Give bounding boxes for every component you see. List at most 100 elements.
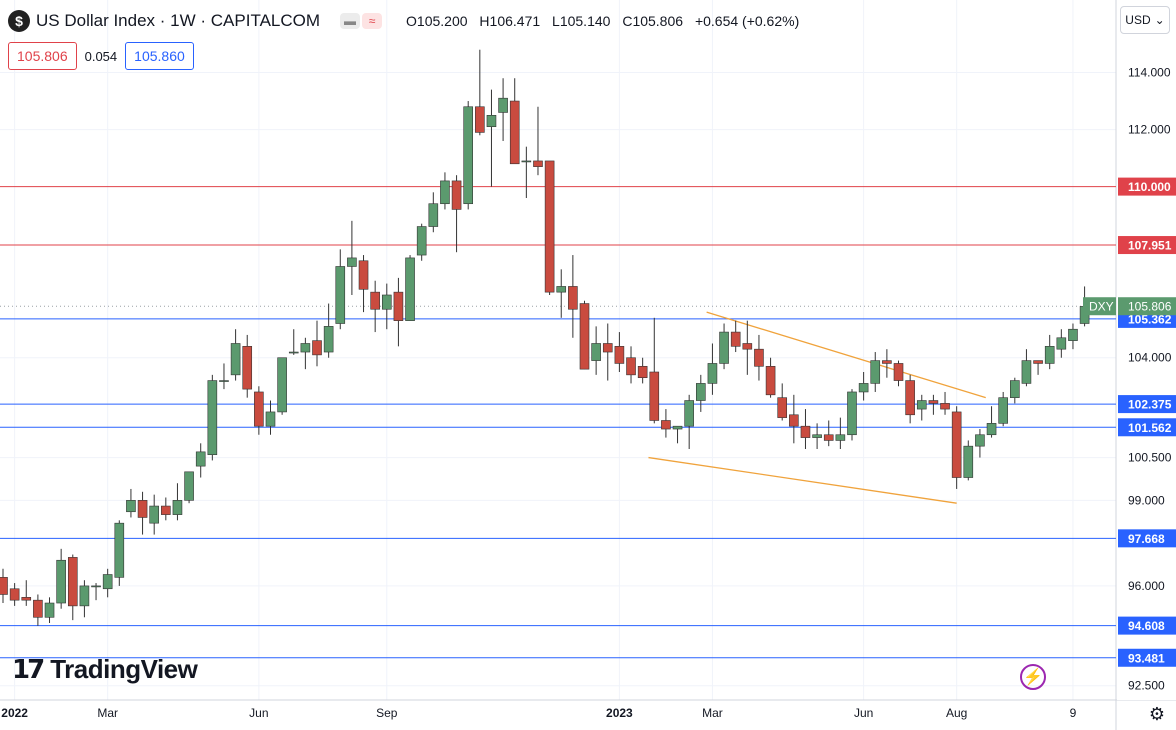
candle-up — [335, 266, 346, 324]
candle-up — [440, 180, 450, 205]
candle-down — [21, 597, 32, 601]
x-tick-label: 2023 — [606, 706, 633, 720]
level-label: 105.362 — [1128, 312, 1172, 326]
candle-down — [614, 346, 625, 364]
spread-value: 0.054 — [84, 48, 118, 64]
level-label-box — [1118, 616, 1176, 635]
candle-down — [754, 348, 764, 367]
tradingview-logo[interactable]: 17 TradingView — [12, 654, 198, 685]
candle-down — [533, 160, 543, 167]
candle-down — [33, 599, 43, 618]
chart-header: $ US Dollar Index · 1W · CAPITALCOM ▬ ≈ O… — [8, 8, 799, 34]
candle-down — [626, 357, 636, 376]
candle-down — [1033, 360, 1043, 364]
buy-button[interactable]: 105.860 — [125, 42, 194, 70]
candle-down — [637, 365, 648, 379]
candle-down — [544, 160, 555, 293]
level-label-box — [1118, 529, 1176, 548]
candle-up — [975, 434, 985, 447]
currency-selector[interactable]: USD ⌄ — [1120, 6, 1170, 34]
level-label: 101.562 — [1128, 421, 1172, 435]
minus-icon[interactable]: ▬ — [340, 13, 361, 29]
candle-down — [312, 340, 322, 356]
candle-down — [67, 557, 78, 607]
candle-up — [416, 226, 427, 256]
y-tick-label: 99.000 — [1128, 493, 1165, 507]
candle-down — [0, 577, 8, 595]
candle-up — [405, 257, 415, 321]
symbol-title[interactable]: US Dollar Index · 1W · CAPITALCOM — [36, 11, 321, 30]
tradingview-mark-icon: 17 — [12, 654, 45, 685]
candle-up — [870, 360, 881, 384]
candle-down — [451, 180, 462, 210]
candle-up — [102, 574, 113, 590]
last-price-box — [1118, 297, 1176, 316]
candle-up — [265, 411, 276, 427]
level-label: 102.375 — [1128, 398, 1172, 412]
level-label: 93.481 — [1128, 651, 1165, 665]
chart-type-toggle[interactable]: ▬ ≈ — [340, 13, 383, 29]
candle-up — [684, 400, 694, 427]
candle-up — [521, 160, 532, 163]
candle-down — [568, 286, 578, 310]
candle-down — [9, 588, 20, 601]
change-value: +0.654 (+0.62%) — [694, 13, 800, 29]
candle-down — [370, 291, 380, 310]
candle-up — [672, 425, 683, 430]
gear-icon[interactable]: ⚙ — [1148, 703, 1166, 724]
x-tick-label: 9 — [1070, 706, 1077, 720]
sell-button[interactable]: 105.806 — [8, 42, 77, 70]
x-tick-label: 2022 — [1, 706, 28, 720]
candle-up — [695, 383, 706, 401]
candle-down — [777, 397, 788, 418]
ohlc-readout: O105.200 H106.471 L105.140 C105.806 +0.6… — [406, 13, 799, 29]
candle-up — [1021, 360, 1032, 384]
x-tick-label: Jun — [249, 706, 268, 720]
candle-up — [172, 500, 183, 515]
candle-down — [940, 403, 950, 410]
candle-up — [114, 522, 125, 578]
dxy-tag-box — [1083, 297, 1116, 316]
candle-down — [161, 505, 171, 515]
dollar-sign-icon[interactable]: $ — [8, 10, 30, 32]
x-tick-label: Sep — [376, 706, 398, 720]
candle-up — [986, 423, 997, 436]
candle-up — [288, 351, 299, 354]
candle-up — [847, 391, 857, 436]
x-tick-label: Mar — [702, 706, 723, 720]
x-tick-label: Jun — [854, 706, 873, 720]
candle-up — [498, 97, 508, 113]
candle-up — [963, 445, 974, 478]
level-label: 110.000 — [1128, 180, 1171, 194]
candle-down — [649, 371, 660, 421]
y-tick-label: 100.500 — [1128, 451, 1172, 465]
candle-down — [602, 343, 613, 353]
candle-down — [800, 425, 811, 438]
level-label-box — [1118, 395, 1176, 414]
candle-down — [882, 360, 892, 364]
candle-up — [149, 505, 159, 524]
candle-up — [126, 500, 136, 513]
wave-icon[interactable]: ≈ — [362, 13, 383, 29]
candle-down — [823, 434, 834, 441]
candle-up — [44, 602, 55, 618]
candle-up — [556, 286, 567, 293]
candle-up — [1010, 380, 1020, 398]
level-label-box — [1118, 236, 1176, 255]
chevron-down-icon: ⌄ — [1154, 13, 1165, 27]
candle-down — [661, 420, 671, 430]
x-tick-label: Mar — [97, 706, 118, 720]
bolt-icon[interactable]: ⚡ — [1020, 664, 1046, 690]
y-tick-label: 112.000 — [1128, 123, 1171, 137]
dxy-tag-label: DXY — [1089, 300, 1114, 314]
level-label: 97.668 — [1128, 532, 1165, 546]
candle-down — [951, 411, 962, 478]
trendline — [648, 456, 957, 504]
candle-up — [1056, 337, 1067, 350]
currency-label: USD — [1125, 13, 1151, 27]
tradingview-wordmark: TradingView — [50, 654, 198, 684]
candle-up — [591, 343, 601, 361]
candle-down — [928, 400, 939, 404]
candle-up — [56, 559, 66, 604]
